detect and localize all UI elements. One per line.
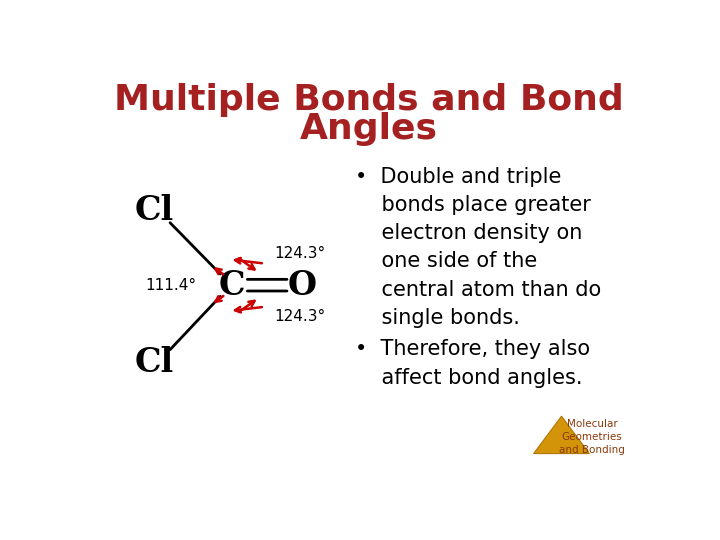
Text: Angles: Angles [300,112,438,146]
Text: Cl: Cl [135,346,174,379]
Text: one side of the: one side of the [355,252,537,272]
Text: Cl: Cl [135,194,174,227]
Text: electron density on: electron density on [355,223,582,243]
Text: bonds place greater: bonds place greater [355,195,591,215]
Text: 111.4°: 111.4° [145,278,197,293]
Text: •  Therefore, they also: • Therefore, they also [355,339,590,359]
Text: O: O [287,269,317,302]
Text: 124.3°: 124.3° [274,246,325,261]
Polygon shape [534,416,590,454]
Text: 124.3°: 124.3° [274,309,325,324]
Text: •  Double and triple: • Double and triple [355,167,562,187]
Text: C: C [219,269,246,302]
Text: affect bond angles.: affect bond angles. [355,368,582,388]
Text: Molecular
Geometries
and Bonding: Molecular Geometries and Bonding [559,419,625,455]
Text: central atom than do: central atom than do [355,280,601,300]
Text: single bonds.: single bonds. [355,308,520,328]
Text: Multiple Bonds and Bond: Multiple Bonds and Bond [114,83,624,117]
